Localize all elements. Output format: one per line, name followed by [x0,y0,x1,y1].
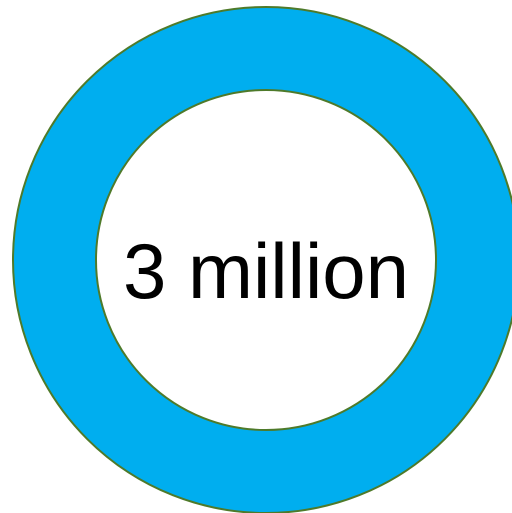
inner-circle [95,89,437,431]
center-value-label: 3 million [122,227,410,315]
